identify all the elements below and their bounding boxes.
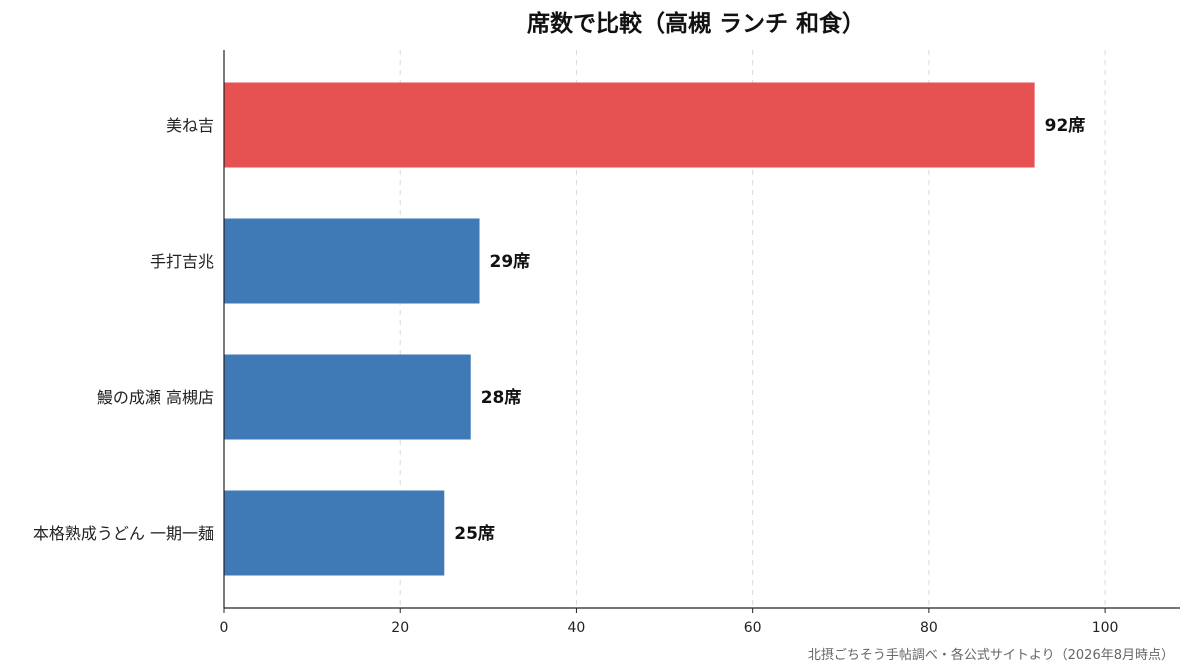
x-ticks: 0 20 40 60 80 100	[220, 608, 1119, 636]
value-label: 92席	[1045, 115, 1086, 136]
x-tick-label: 60	[744, 620, 762, 636]
value-labels: 92席 29席 28席 25席	[454, 115, 1085, 544]
source-note: 北摂ごちそう手帖調べ・各公式サイトより（2026年8月時点）	[808, 647, 1174, 663]
bar	[224, 354, 471, 440]
axes	[223, 50, 1180, 609]
x-tick-label: 80	[920, 620, 938, 636]
category-label: 手打吉兆	[150, 252, 214, 271]
x-tick-label: 40	[568, 620, 586, 636]
category-label: 本格熟成うどん 一期一麺	[33, 524, 214, 543]
bar	[224, 82, 1035, 168]
value-label: 28席	[481, 387, 522, 408]
chart-title: 席数で比較（高槻 ランチ 和食）	[527, 10, 865, 37]
bar	[224, 218, 480, 304]
category-label: 美ね吉	[166, 116, 214, 135]
x-tick-label: 20	[391, 620, 409, 636]
value-label: 29席	[490, 251, 531, 272]
value-label: 25席	[454, 523, 495, 544]
bars	[224, 82, 1035, 576]
x-tick-label: 0	[220, 620, 229, 636]
category-label: 鰻の成瀬 高槻店	[97, 388, 214, 407]
bar	[224, 490, 445, 576]
x-tick-label: 100	[1092, 620, 1119, 636]
